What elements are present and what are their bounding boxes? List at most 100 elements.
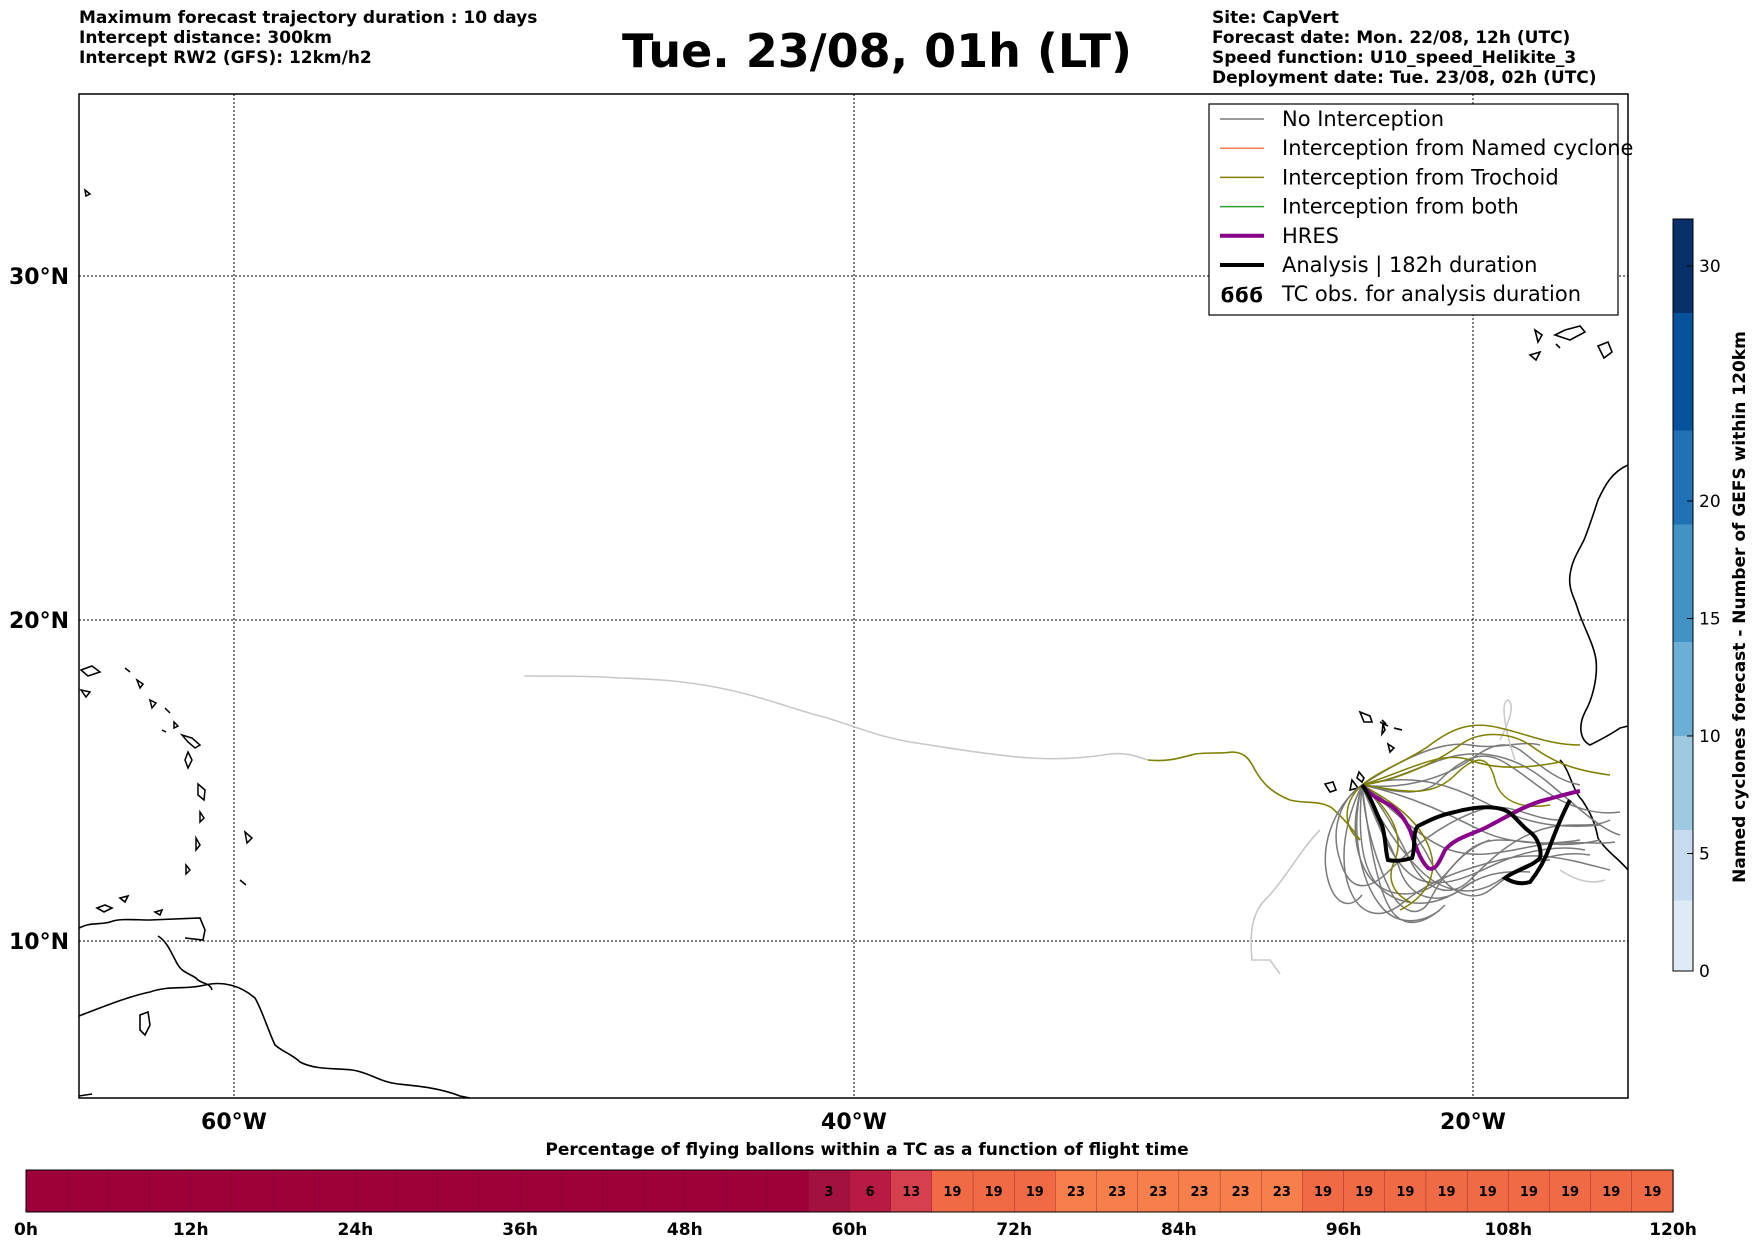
- flight-time-cell-14: [602, 1169, 645, 1213]
- coastline-americas: [79, 894, 471, 1098]
- flight-time-cell-35: [1466, 1169, 1509, 1213]
- flight-time-value-32: 19: [1355, 1185, 1373, 1200]
- flight-time-tick-36h: 36h: [502, 1220, 538, 1240]
- lon-label-60: 60°W: [201, 1110, 267, 1135]
- colorbar-tick-label-30: 30: [1699, 257, 1721, 277]
- flight-time-cell-36: [1508, 1169, 1551, 1213]
- flight-time-value-19: 3: [824, 1185, 833, 1200]
- coastline-antilles: [79, 188, 254, 886]
- flight-time-cell-2: [108, 1169, 151, 1213]
- hres-trajectory: [1360, 783, 1581, 871]
- flight-time-bar-frame: [25, 1169, 1674, 1213]
- flight-time-cell-23: [972, 1169, 1015, 1213]
- flight-time-cell-11: [478, 1169, 521, 1213]
- flight-time-value-25: 23: [1067, 1185, 1085, 1200]
- flight-time-tick-60h: 60h: [832, 1220, 868, 1240]
- flight-time-value-28: 23: [1190, 1185, 1208, 1200]
- flight-time-cell-16: [684, 1169, 727, 1213]
- flight-time-value-36: 19: [1520, 1185, 1538, 1200]
- max-duration-text: Maximum forecast trajectory duration : 1…: [79, 8, 538, 28]
- flight-time-value-30: 23: [1273, 1185, 1291, 1200]
- flight-time-tick-84h: 84h: [1161, 1220, 1197, 1240]
- map-content: [79, 94, 1628, 1098]
- flight-time-cell-5: [231, 1169, 274, 1213]
- map-gridlines: [79, 94, 1628, 1098]
- speed-function-text: Speed function: U10_speed_Helikite_3: [1212, 48, 1577, 68]
- flight-time-value-39: 19: [1643, 1185, 1661, 1200]
- flight-time-cell-8: [355, 1169, 398, 1213]
- legend: No Interception Interception from Named c…: [1208, 103, 1633, 316]
- flight-time-tick-0h: 0h: [14, 1220, 38, 1240]
- colorbar-tick-label-10: 10: [1699, 727, 1721, 747]
- colorbar-named-cyclones: 0 5 10 15 20 30 Named cyclones forecast - Num…: [1672, 218, 1750, 982]
- flight-time-bar: Percentage of flying ballons within a TC…: [14, 1140, 1697, 1240]
- flight-time-cell-26: [1096, 1169, 1139, 1213]
- lon-label-20: 20°W: [1440, 1110, 1506, 1135]
- flight-time-cell-29: [1219, 1169, 1262, 1213]
- colorbar-block-1: [1673, 830, 1693, 901]
- colorbar-block-5: [1673, 430, 1693, 525]
- header-right-info: Site: CapVert Forecast date: Mon. 22/08,…: [1212, 8, 1597, 88]
- flight-time-cell-21: [890, 1169, 933, 1213]
- colorbar-frame: [1672, 218, 1694, 972]
- colorbar-label: Named cyclones forecast - Number of GEFS…: [1730, 331, 1750, 883]
- flight-time-tick-96h: 96h: [1326, 1220, 1362, 1240]
- lon-label-40: 40°W: [821, 1110, 887, 1135]
- coastline-capeverde: [1323, 710, 1403, 793]
- flight-time-value-29: 23: [1232, 1185, 1250, 1200]
- flight-time-value-21: 13: [902, 1185, 920, 1200]
- colorbar-block-0: [1673, 900, 1693, 971]
- flight-time-cell-6: [272, 1169, 315, 1213]
- coastline-africa: [1528, 325, 1628, 871]
- flight-time-bar-title: Percentage of flying ballons within a TC…: [545, 1140, 1188, 1160]
- intercept-rw2-text: Intercept RW2 (GFS): 12km/h2: [79, 48, 372, 68]
- legend-label-6: Analysis | 182h duration: [1282, 253, 1537, 278]
- legend-label-1: No Interception: [1282, 107, 1444, 131]
- flight-time-cell-10: [437, 1169, 480, 1213]
- colorbar-block-6: [1673, 313, 1693, 431]
- legend-symbol-tc-obs: ϭϭϭ: [1220, 283, 1263, 307]
- flight-time-cell-0: [25, 1169, 68, 1213]
- flight-time-tick-108h: 108h: [1485, 1220, 1533, 1240]
- flight-time-cell-34: [1425, 1169, 1468, 1213]
- colorbar-block-7: [1673, 219, 1693, 313]
- flight-time-cell-3: [149, 1169, 192, 1213]
- header-left-info: Maximum forecast trajectory duration : 1…: [79, 8, 537, 68]
- map-frame: [78, 93, 1629, 1099]
- legend-label-7: TC obs. for analysis duration: [1281, 282, 1581, 306]
- flight-time-cell-17: [725, 1169, 768, 1213]
- legend-label-3: Interception from Trochoid: [1282, 165, 1559, 189]
- flight-time-value-35: 19: [1479, 1185, 1497, 1200]
- flight-time-cell-13: [561, 1169, 604, 1213]
- colorbar-block-2: [1673, 736, 1693, 830]
- trajectory-trochoid-long: [1147, 751, 1361, 841]
- colorbar-tick-label-20: 20: [1699, 492, 1721, 512]
- flight-time-value-38: 19: [1602, 1185, 1620, 1200]
- flight-time-cell-4: [190, 1169, 233, 1213]
- legend-box: [1208, 103, 1619, 316]
- flight-time-cell-39: [1631, 1169, 1674, 1213]
- deployment-date-text: Deployment date: Tue. 23/08, 02h (UTC): [1212, 68, 1597, 88]
- trajectory-light-south: [1250, 829, 1321, 975]
- flight-time-value-22: 19: [943, 1185, 961, 1200]
- flight-time-value-31: 19: [1314, 1185, 1332, 1200]
- flight-time-tick-120h: 120h: [1649, 1220, 1697, 1240]
- flight-time-cell-33: [1384, 1169, 1427, 1213]
- colorbar-block-4: [1673, 524, 1693, 642]
- lat-label-10: 10°N: [9, 930, 69, 955]
- legend-label-5: HRES: [1282, 224, 1339, 248]
- lat-label-20: 20°N: [9, 609, 69, 634]
- flight-time-tick-24h: 24h: [338, 1220, 374, 1240]
- flight-time-value-20: 6: [866, 1185, 875, 1200]
- trajectory-light-track: [523, 675, 1149, 761]
- flight-time-cell-9: [396, 1169, 439, 1213]
- page-title: Tue. 23/08, 01h (LT): [622, 24, 1132, 78]
- flight-time-cell-12: [519, 1169, 562, 1213]
- flight-time-value-34: 19: [1437, 1185, 1455, 1200]
- flight-time-value-23: 19: [985, 1185, 1003, 1200]
- colorbar-tick-label-15: 15: [1699, 610, 1721, 630]
- flight-time-cell-25: [1055, 1169, 1098, 1213]
- flight-time-value-24: 19: [1026, 1185, 1044, 1200]
- legend-label-2: Interception from Named cyclone: [1282, 136, 1633, 160]
- flight-time-value-33: 19: [1396, 1185, 1414, 1200]
